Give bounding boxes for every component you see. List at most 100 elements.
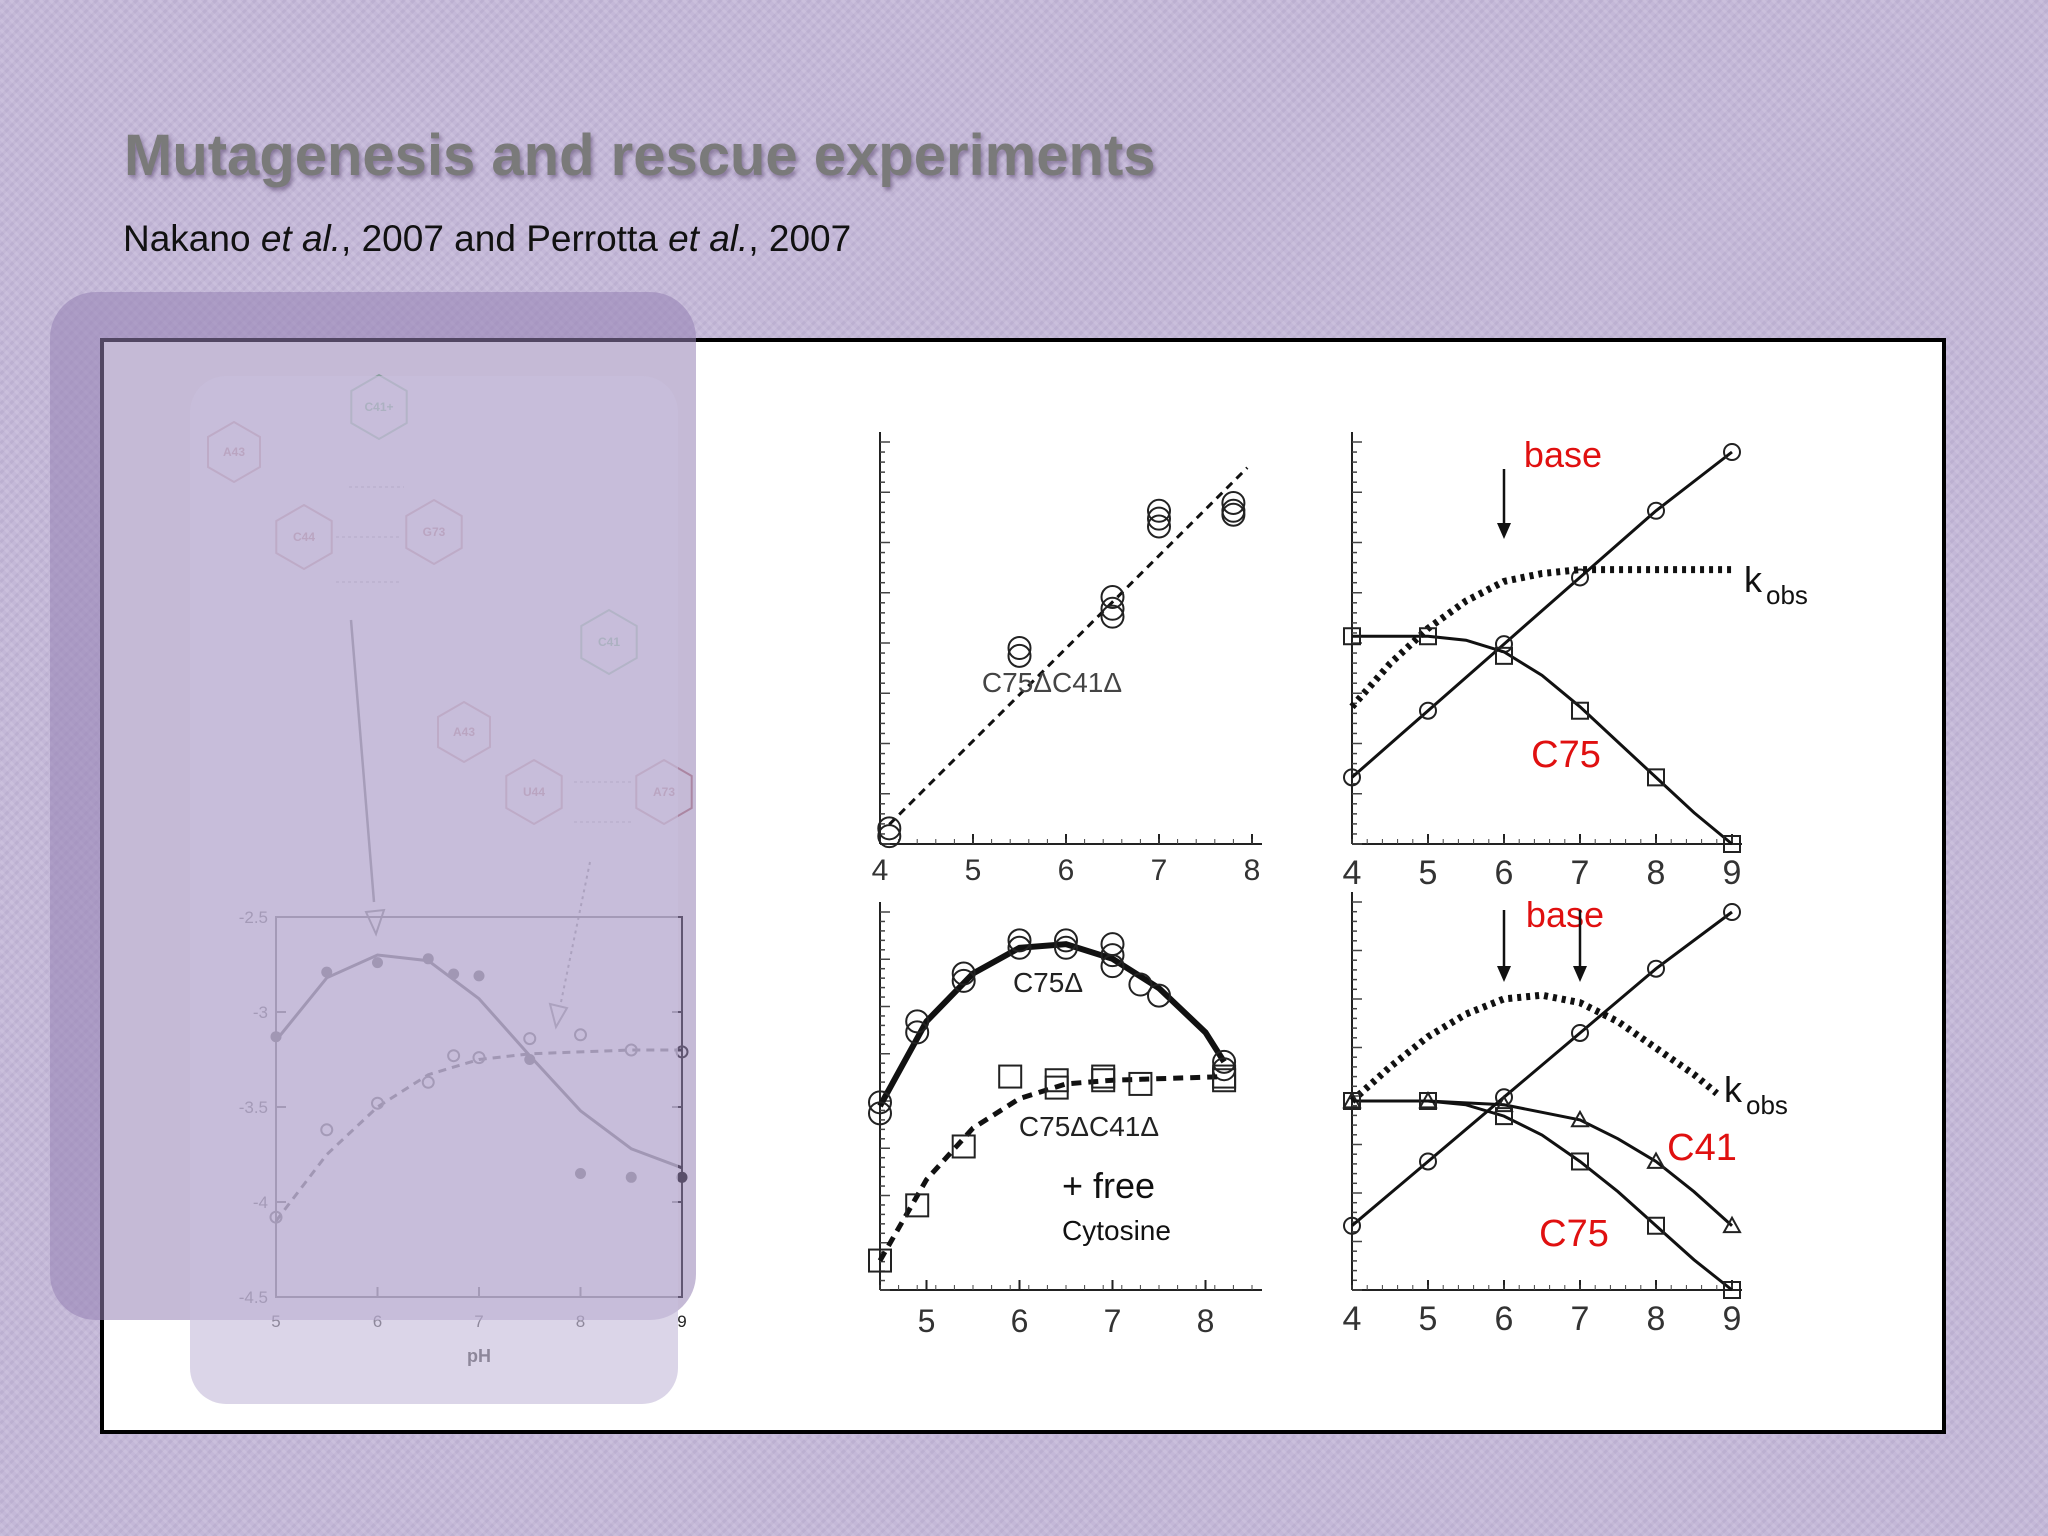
- x-tick-label: 5: [1419, 1300, 1438, 1338]
- data-point: [1570, 1109, 1590, 1128]
- data-point: [877, 816, 902, 841]
- citation: Nakano et al., 2007 and Perrotta et al.,…: [123, 218, 851, 260]
- label-c75dc41d: C75ΔC41Δ: [1019, 1111, 1159, 1142]
- citation-year1: , 2007 and Perrotta: [341, 218, 658, 259]
- data-point: [1147, 506, 1171, 531]
- data-point: [951, 968, 976, 993]
- data-point: [1723, 1281, 1741, 1299]
- data-point: [1054, 928, 1078, 953]
- label-kobs-sub: obs: [1766, 580, 1808, 610]
- x-tick-label: 8: [1647, 854, 1666, 892]
- citation-etal-2: et al.: [668, 218, 749, 259]
- data-point: [1343, 1092, 1361, 1110]
- data-point: [1100, 943, 1125, 968]
- data-point: [1343, 1216, 1361, 1235]
- fit-line-kobs: [1349, 991, 1720, 1104]
- data-point: [951, 961, 976, 986]
- data-point: [868, 1248, 892, 1273]
- fit-line-0: [877, 941, 1227, 1108]
- data-point: [1419, 627, 1437, 646]
- data-point: [1494, 1094, 1514, 1113]
- data-point: [998, 1064, 1023, 1089]
- data-point: [1044, 1075, 1069, 1100]
- data-point: [1646, 1151, 1666, 1169]
- label-base: base: [1524, 434, 1602, 475]
- x-tick-label: 7: [1571, 1300, 1590, 1338]
- x-tick-label: 9: [1723, 1300, 1742, 1338]
- panel-top-middle: 4 5 6 7 8 C75ΔC41Δ: [872, 432, 1262, 887]
- data-point: [868, 1090, 892, 1115]
- data-point: [1495, 646, 1513, 665]
- x-tick-label: 5: [965, 854, 982, 887]
- fit-line-0: [888, 466, 1249, 826]
- label-c41: C41: [1667, 1127, 1737, 1169]
- x-tick-label: 8: [1244, 854, 1261, 887]
- label-kobs-sub: obs: [1746, 1090, 1788, 1120]
- data-point: [1007, 928, 1032, 953]
- x-tick-label: 6: [1495, 854, 1514, 892]
- data-point: [1128, 1071, 1153, 1096]
- x-tick-label: 8: [1197, 1303, 1215, 1339]
- data-point: [1100, 585, 1125, 610]
- data-point: [905, 1009, 930, 1034]
- data-point: [1100, 596, 1125, 621]
- x-tick-label: 8: [1647, 1300, 1666, 1338]
- data-point: [1221, 490, 1246, 515]
- data-point: [868, 1101, 892, 1126]
- data-point: [1343, 627, 1361, 646]
- data-point: [1419, 1092, 1437, 1110]
- data-point: [1007, 935, 1032, 960]
- data-point: [905, 1020, 930, 1045]
- panel-bottom-right: 4 5 6 7 8 9 base k obs C41 C75: [1342, 892, 1788, 1338]
- citation-etal-1: et al.: [260, 218, 342, 259]
- data-point: [1723, 903, 1741, 921]
- data-point: [1147, 514, 1171, 539]
- data-point: [1571, 1023, 1589, 1042]
- data-point: [1147, 983, 1171, 1008]
- label-free: + free: [1062, 1165, 1155, 1206]
- data-point: [1007, 643, 1032, 668]
- label-kobs: k: [1744, 559, 1763, 600]
- data-point: [1147, 498, 1171, 523]
- slide-title: Mutagenesis and rescue experiments: [124, 123, 1156, 188]
- x-tick-label: 7: [1571, 854, 1590, 892]
- label-c75d: C75Δ: [1013, 967, 1083, 998]
- fit-line-kobs: [1349, 566, 1732, 710]
- fit-line-C75: [1352, 634, 1733, 846]
- citation-year2: , 2007: [748, 218, 852, 259]
- label-c75: C75: [1539, 1213, 1609, 1255]
- data-point: [1054, 935, 1078, 960]
- data-point: [1647, 959, 1665, 978]
- panel-bottom-middle: 5 6 7 8 C75Δ C75ΔC41Δ + free Cytosine: [868, 902, 1262, 1339]
- x-tick-label: 6: [1495, 1300, 1514, 1338]
- label-c75: C75: [1531, 734, 1601, 776]
- data-point: [1647, 1216, 1665, 1235]
- data-point: [1343, 768, 1361, 787]
- data-point: [1647, 501, 1665, 520]
- ph-arrow-head: [1497, 523, 1511, 539]
- data-point: [1128, 972, 1153, 997]
- data-point: [1212, 1068, 1237, 1093]
- data-point: [1571, 568, 1589, 587]
- x-tick-label: 9: [1723, 854, 1742, 892]
- data-point: [1722, 1215, 1742, 1234]
- x-tick-label: 6: [1058, 854, 1075, 887]
- panel-top-right: 4 5 6 7 8 9 base k obs C75: [1343, 432, 1808, 892]
- ph-arrow-head: [1497, 966, 1511, 982]
- data-point: [1091, 1068, 1116, 1093]
- data-point: [1419, 1152, 1437, 1171]
- data-point: [1007, 636, 1032, 660]
- data-point: [877, 824, 902, 849]
- x-tick-label: 4: [1343, 854, 1362, 892]
- data-point: [1571, 1152, 1589, 1171]
- x-tick-label: 4: [872, 854, 889, 887]
- data-point: [1419, 701, 1437, 720]
- ph-arrow-head: [1573, 966, 1587, 982]
- data-point: [1571, 701, 1589, 720]
- x-tick-label: 4: [1343, 1300, 1362, 1338]
- citation-author1: Nakano: [123, 218, 251, 259]
- data-point: [1212, 1049, 1237, 1074]
- label-cytosine: Cytosine: [1062, 1215, 1171, 1246]
- data-point: [905, 1193, 930, 1218]
- data-point: [951, 1134, 976, 1159]
